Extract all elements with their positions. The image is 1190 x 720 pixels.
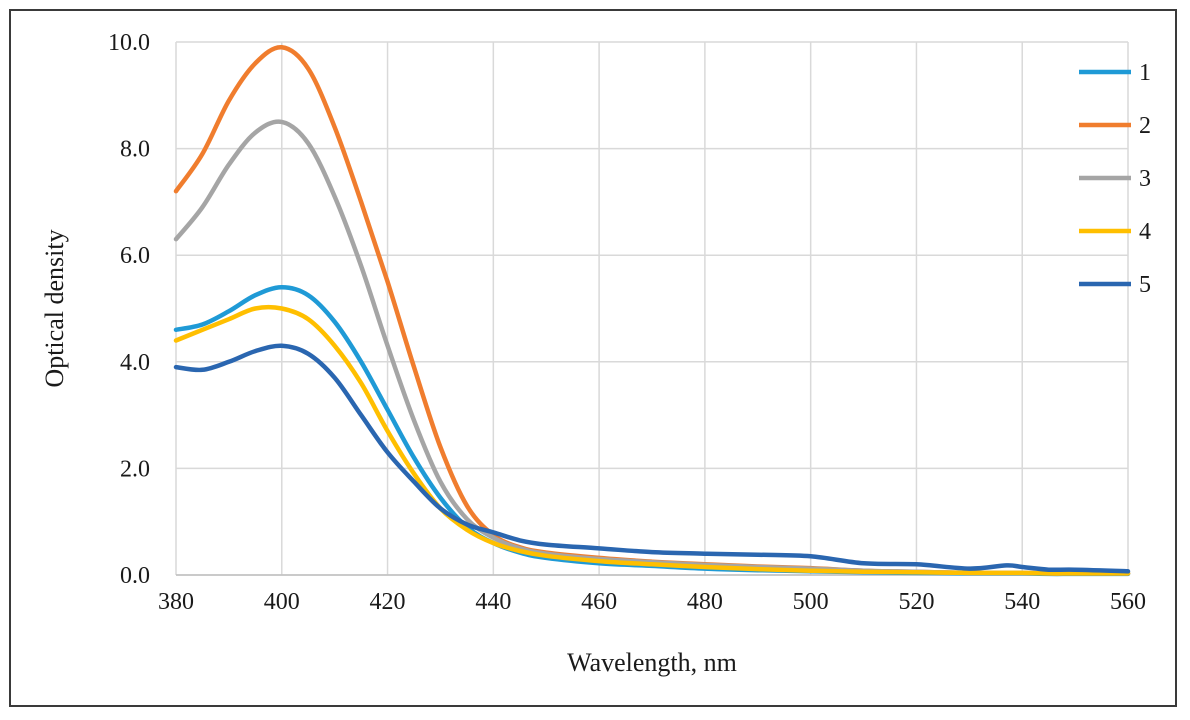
chart-frame: 380 400 420 440 460 480 500 520 540 560 0.0 2.0 4.0… [9,9,1177,707]
x-tick-label: 560 [1110,589,1146,615]
series-line-5 [173,343,1131,574]
y-axis-title: Optical density [40,229,69,387]
x-axis-title: Wavelength, nm [567,648,737,677]
series-line-4 [173,304,1131,576]
y-tick-label: 2.0 [120,456,150,482]
x-tick-label: 520 [898,589,934,615]
legend-label-5: 5 [1139,272,1151,298]
x-tick-label: 540 [1004,589,1040,615]
y-axis-ticks: 0.0 2.0 4.0 6.0 8.0 10.0 [108,30,150,589]
x-tick-label: 480 [687,589,723,615]
series-line-3 [173,119,1131,576]
series-line-2 [173,45,1131,576]
x-tick-label: 400 [264,589,300,615]
x-tick-label: 460 [581,589,617,615]
y-tick-label: 6.0 [120,243,150,269]
y-tick-label: 10.0 [108,30,150,56]
y-tick-label: 0.0 [120,563,150,589]
legend-label-4: 4 [1139,219,1151,245]
y-tick-label: 8.0 [120,137,150,163]
x-axis-ticks: 380 400 420 440 460 480 500 520 540 560 [158,589,1146,615]
x-tick-label: 380 [158,589,194,615]
x-tick-label: 500 [793,589,829,615]
x-tick-label: 420 [370,589,406,615]
legend-label-1: 1 [1139,60,1151,86]
series-layer [173,45,1131,577]
x-tick-label: 440 [475,589,511,615]
legend-label-2: 2 [1139,113,1151,139]
line-chart: 380 400 420 440 460 480 500 520 540 560 0.0 2.0 4.0… [40,30,1151,677]
y-tick-label: 4.0 [120,350,150,376]
legend: 1 2 3 4 5 [1079,60,1151,298]
grid [175,41,1129,576]
legend-label-3: 3 [1139,166,1151,192]
